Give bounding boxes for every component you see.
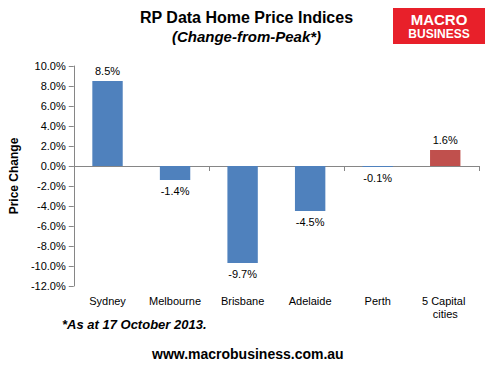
svg-text:cities: cities (433, 308, 459, 320)
svg-text:Adelaide: Adelaide (289, 295, 332, 307)
svg-text:8.5%: 8.5% (95, 65, 120, 77)
svg-text:(Change-from-Peak*): (Change-from-Peak*) (172, 28, 321, 45)
svg-text:0.0%: 0.0% (41, 160, 66, 172)
svg-text:6.0%: 6.0% (41, 100, 66, 112)
svg-text:-12.0%: -12.0% (31, 280, 66, 292)
svg-text:Brisbane: Brisbane (221, 295, 264, 307)
svg-text:Perth: Perth (365, 295, 391, 307)
svg-text:-2.0%: -2.0% (37, 180, 66, 192)
svg-text:BUSINESS: BUSINESS (408, 27, 469, 41)
svg-text:Sydney: Sydney (89, 295, 126, 307)
svg-text:-10.0%: -10.0% (31, 260, 66, 272)
svg-text:-6.0%: -6.0% (37, 220, 66, 232)
svg-text:-8.0%: -8.0% (37, 240, 66, 252)
svg-text:www.macrobusiness.com.au: www.macrobusiness.com.au (151, 346, 344, 362)
svg-text:Price Change: Price Change (7, 137, 21, 214)
svg-text:10.0%: 10.0% (35, 60, 66, 72)
svg-text:4.0%: 4.0% (41, 120, 66, 132)
svg-text:RP Data Home Price Indices: RP Data Home Price Indices (140, 9, 353, 26)
svg-text:2.0%: 2.0% (41, 140, 66, 152)
svg-text:8.0%: 8.0% (41, 80, 66, 92)
svg-text:-0.1%: -0.1% (363, 172, 392, 184)
svg-text:Melbourne: Melbourne (149, 295, 201, 307)
svg-text:-4.5%: -4.5% (296, 216, 325, 228)
svg-text:-9.7%: -9.7% (228, 268, 257, 280)
svg-text:-4.0%: -4.0% (37, 200, 66, 212)
svg-text:-1.4%: -1.4% (161, 185, 190, 197)
svg-text:5 Capital: 5 Capital (422, 295, 468, 307)
svg-text:*As at 17 October 2013.: *As at 17 October 2013. (62, 317, 207, 332)
svg-text:MACRO: MACRO (411, 11, 468, 28)
svg-text:1.6%: 1.6% (433, 134, 458, 146)
